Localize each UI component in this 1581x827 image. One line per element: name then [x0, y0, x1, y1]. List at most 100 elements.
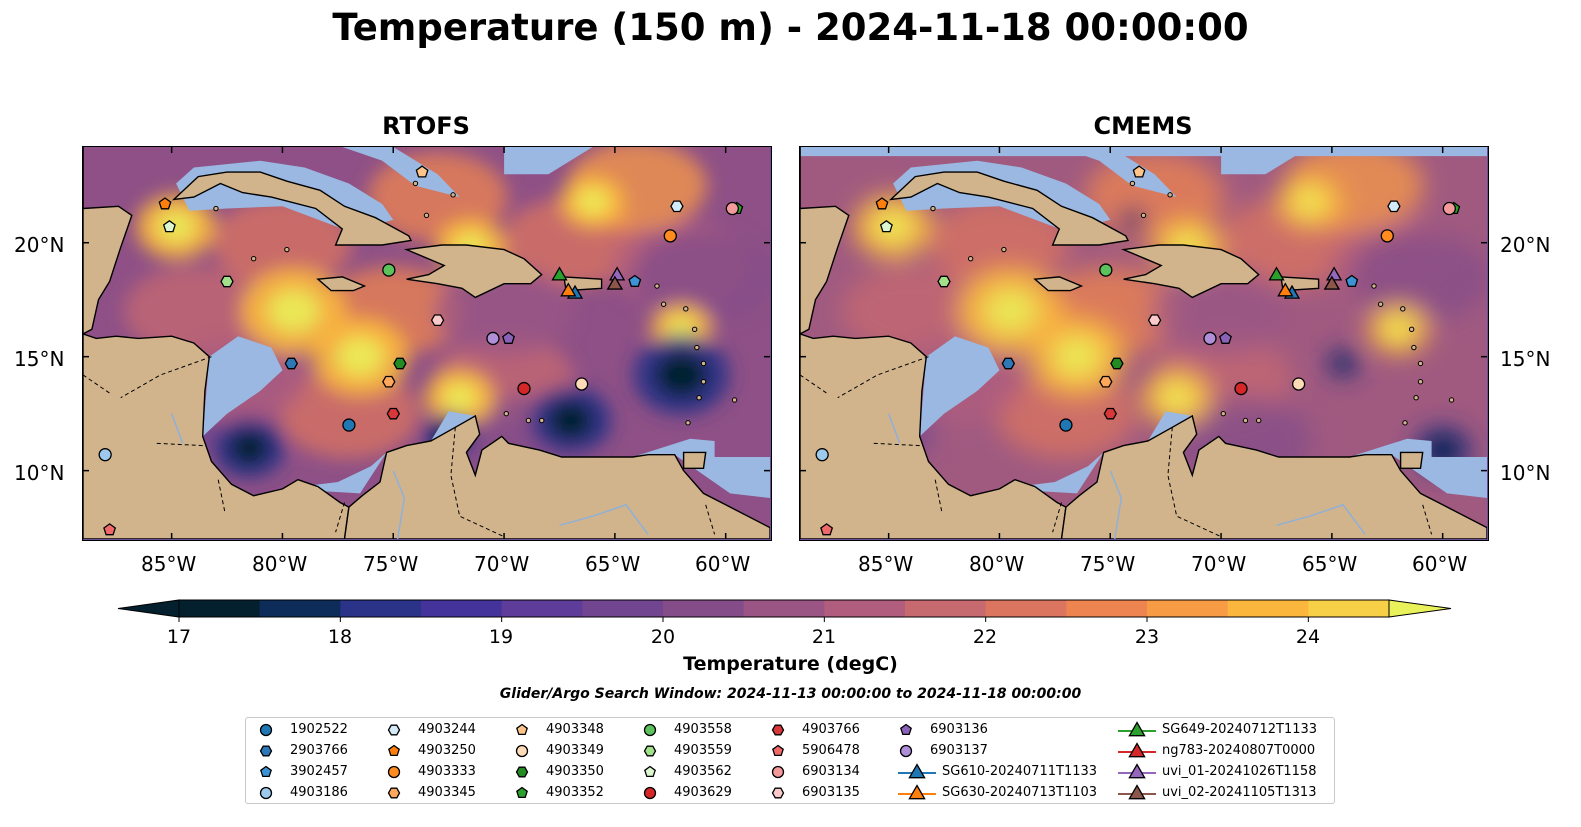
legend-marker: [515, 744, 529, 758]
obs-2903766: [284, 357, 299, 370]
legend-marker-icon: [259, 745, 273, 757]
lon-tick-cmems: 60°W: [1412, 552, 1468, 576]
obs-4903629: [517, 381, 531, 396]
obs-4903348: [415, 165, 429, 178]
legend-label: 4903558: [674, 722, 732, 737]
land-hispaniola: [403, 244, 543, 299]
land-yucatan: [800, 147, 850, 335]
legend-marker-icon: [643, 786, 657, 800]
obs-4903345: [1099, 375, 1113, 388]
panel-title-rtofs: RTOFS: [382, 112, 470, 140]
legend-label: 1902522: [290, 722, 348, 737]
legend-marker-icon: [387, 787, 401, 799]
obs-SG630-20240713T1103: [560, 282, 577, 297]
search-window-note: Glider/Argo Search Window: 2024-11-13 00…: [499, 686, 1082, 702]
obs-4903333: [1380, 229, 1394, 243]
obs-SG630-20240713T1103: [1277, 282, 1294, 297]
obs-SG649-20240712T1133: [551, 266, 568, 281]
cold-core: [229, 431, 269, 465]
legend-label: 6903134: [802, 764, 860, 779]
obs-6903134: [1442, 201, 1456, 216]
lon-tick-rtofs: 75°W: [363, 552, 419, 576]
obs-1902522: [1059, 418, 1073, 432]
legend-marker-icon: [260, 765, 272, 778]
colorbar: [117, 599, 1452, 622]
legend-marker-icon: [643, 723, 657, 737]
legend-label: 6903137: [930, 743, 988, 758]
obs-6903135: [1147, 314, 1162, 327]
legend-marker: [643, 723, 657, 737]
obs-6903137: [1203, 331, 1217, 346]
lon-tick-cmems: 75°W: [1080, 552, 1136, 576]
cold-core: [655, 352, 708, 397]
obs-4903558: [1099, 263, 1113, 277]
land-southAmerica: [1060, 414, 1487, 539]
colorbar-tick: 22: [972, 626, 998, 648]
land-centralAmerica: [800, 147, 1067, 539]
legend-marker: [387, 724, 401, 736]
legend-label: ng783-20240807T0000: [1162, 743, 1316, 758]
obs-4903349: [574, 377, 589, 391]
legend-label: 4903250: [418, 743, 476, 758]
legend-label: 4903562: [674, 764, 732, 779]
colorbar-bin: [501, 600, 583, 617]
lon-tick-cmems: 70°W: [1191, 552, 1247, 576]
obs-3902457: [628, 274, 642, 287]
colorbar-bin: [340, 600, 422, 617]
legend-marker-icon: [387, 765, 401, 779]
legend-marker: [771, 787, 785, 799]
colorbar-tick: 24: [1295, 626, 1321, 648]
legend-label: 4903352: [546, 785, 604, 800]
lat-tick-right: 10°N: [1500, 461, 1551, 485]
obs-4903558: [382, 263, 396, 277]
legend-label: 4903348: [546, 722, 604, 737]
obs-4903350: [1110, 357, 1124, 370]
legend-marker: [771, 765, 785, 779]
legend-marker-icon: [387, 724, 401, 736]
colorbar-tick: 21: [811, 626, 837, 648]
legend-marker: [908, 784, 926, 800]
legend-marker-icon: [516, 723, 528, 736]
legend-marker: [516, 723, 528, 736]
lat-tick-left: 20°N: [14, 233, 65, 257]
legend-marker-icon: [515, 766, 529, 778]
legend-marker: [388, 744, 400, 757]
panel-title-cmems: CMEMS: [1093, 112, 1193, 140]
legend-marker: [1128, 721, 1146, 737]
legend-label: 4903345: [418, 785, 476, 800]
obs-4903562: [879, 219, 893, 233]
legend-marker-icon: [259, 723, 273, 737]
obs-uvi_02-20241105T1313: [1323, 275, 1341, 290]
colorbar-bin: [824, 600, 906, 617]
colorbar-bin: [1066, 600, 1148, 617]
legend-label: SG649-20240712T1133: [1162, 722, 1318, 737]
lon-tick-rtofs: 70°W: [474, 552, 530, 576]
colorbar-bin: [985, 600, 1067, 617]
map-canvas: [83, 147, 770, 539]
legend-marker: [259, 723, 273, 737]
legend-marker-icon: [898, 763, 936, 779]
legend-marker-icon: [516, 786, 528, 799]
legend-marker: [1128, 784, 1146, 800]
lat-tick-right: 15°N: [1500, 347, 1551, 371]
obs-4903186: [98, 448, 112, 462]
colorbar-bin: [1308, 600, 1390, 617]
colorbar-bin: [259, 600, 341, 617]
obs-uvi_02-20241105T1313: [606, 275, 624, 290]
land-cuba: [171, 171, 413, 246]
cold-core: [1427, 436, 1459, 464]
legend-label: 4903350: [546, 764, 604, 779]
legend-label: SG630-20240713T1103: [942, 785, 1098, 800]
legend-marker: [260, 765, 272, 778]
legend-marker: [771, 724, 785, 736]
colorbar-label: Temperature (degC): [683, 653, 898, 675]
lon-tick-cmems: 85°W: [858, 552, 914, 576]
legend-label: 5906478: [802, 743, 860, 758]
legend-marker: [899, 744, 913, 758]
legend-label: 6903135: [802, 785, 860, 800]
obs-4903559: [937, 275, 951, 288]
legend-marker-icon: [772, 744, 784, 757]
legend-marker: [772, 744, 784, 757]
obs-6903137: [486, 331, 500, 346]
obs-6903136: [1219, 331, 1232, 344]
